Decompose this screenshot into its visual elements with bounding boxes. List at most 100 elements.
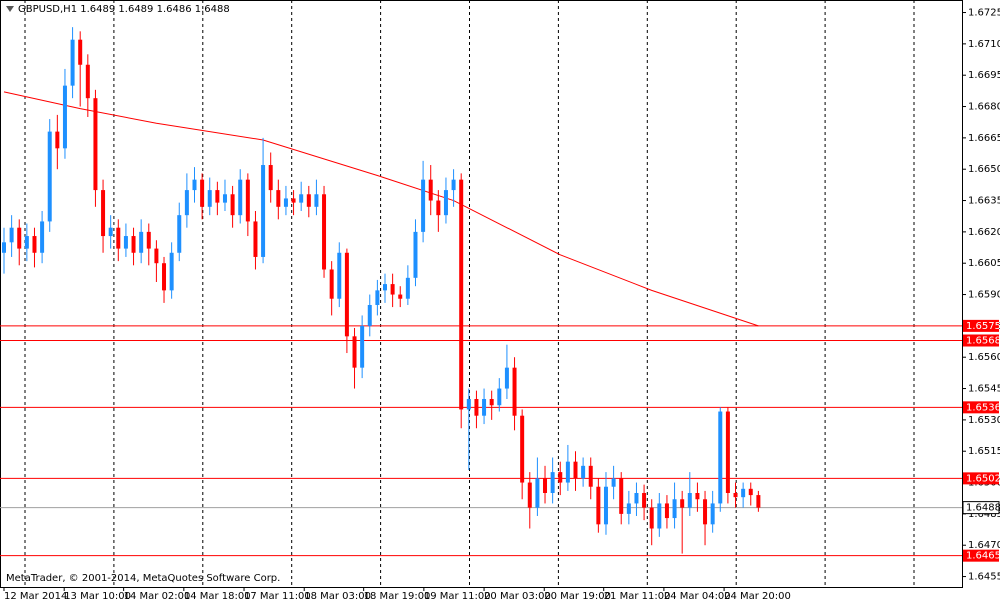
y-tick-label: 1.6590 <box>968 290 1000 301</box>
level-label-box <box>963 549 999 562</box>
candle-body <box>24 236 29 249</box>
level-label-box <box>963 319 999 332</box>
candle-body <box>108 227 113 237</box>
last-price-box <box>962 501 1000 515</box>
level-label: 1.6568 <box>966 336 1000 347</box>
candle-body <box>718 411 723 504</box>
candle-body <box>222 194 227 203</box>
x-tick-label: 14 Mar 02:00 <box>124 591 191 602</box>
candle-body <box>626 503 631 514</box>
candle-body <box>337 252 342 299</box>
y-tick-label: 1.6470 <box>968 540 1000 551</box>
y-tick-label: 1.6545 <box>968 384 1000 395</box>
y-tick-label: 1.6455 <box>968 572 1000 583</box>
candle-body <box>680 499 685 508</box>
candle-body <box>2 242 6 253</box>
x-tick-label: 18 Mar 03:00 <box>304 591 371 602</box>
candle-body <box>741 488 746 498</box>
chart-title: GBPUSD,H1 1.6489 1.6489 1.6486 1.6488 <box>18 4 230 15</box>
y-tick-label: 1.6695 <box>968 70 1000 81</box>
candle-body <box>245 179 250 222</box>
candle-body <box>162 263 167 291</box>
candle-body <box>306 194 311 207</box>
candle-body <box>352 336 357 368</box>
level-label-box <box>963 334 999 347</box>
candle-body <box>383 284 387 291</box>
moving-average <box>3 91 759 327</box>
candle-body <box>276 190 281 207</box>
candle-body <box>436 200 441 216</box>
candle-body <box>535 478 540 508</box>
candle-body <box>70 39 75 86</box>
candle-body <box>748 488 753 496</box>
candle-body <box>291 198 296 203</box>
candle-body <box>497 388 502 406</box>
candle-body <box>146 231 151 249</box>
candle-body <box>192 179 197 191</box>
candle-body <box>154 248 159 264</box>
candle-body <box>611 478 616 487</box>
candle-body <box>405 277 410 299</box>
candle-body <box>603 486 608 525</box>
candle-body <box>268 165 273 191</box>
level-label-box <box>963 401 999 414</box>
candle-body <box>550 472 555 493</box>
level-label: 1.6536 <box>966 402 1000 413</box>
candle-body <box>283 198 288 207</box>
candle-body <box>85 64 90 99</box>
candle-body <box>619 478 624 514</box>
candle-body <box>62 85 67 149</box>
x-tick-label: 20 Mar 19:00 <box>544 591 611 602</box>
candle-body <box>466 398 471 410</box>
candle-body <box>367 304 372 326</box>
candle-body <box>482 398 487 416</box>
y-tick-label: 1.6680 <box>968 102 1000 113</box>
y-tick-label: 1.6650 <box>968 164 1000 175</box>
candle-body <box>474 398 479 416</box>
candle-body <box>47 131 52 222</box>
candle-body <box>184 190 189 216</box>
candle-body <box>299 194 304 203</box>
x-tick-label: 18 Mar 19:00 <box>364 591 431 602</box>
candle-body <box>733 492 738 498</box>
candle-body <box>101 190 106 237</box>
candle-body <box>703 499 708 525</box>
y-tick-label: 1.6635 <box>968 196 1000 207</box>
candle-body <box>421 179 426 232</box>
candle-body <box>687 492 692 508</box>
candle-body <box>657 503 662 529</box>
y-tick-label: 1.6605 <box>968 258 1000 269</box>
candle-body <box>9 227 14 243</box>
candle-body <box>512 367 517 416</box>
candle-body <box>261 165 266 257</box>
y-tick-label: 1.6710 <box>968 39 1000 50</box>
y-tick-label: 1.6515 <box>968 446 1000 457</box>
x-tick-label: 21 Mar 11:00 <box>604 591 671 602</box>
candle-body <box>322 194 327 270</box>
candle-body <box>558 472 563 483</box>
x-tick-label: 17 Mar 11:00 <box>244 591 311 602</box>
level-label-box <box>963 472 999 485</box>
candle-body <box>200 179 205 207</box>
candle-body <box>642 492 647 508</box>
candle-body <box>573 461 578 479</box>
candle-body <box>428 179 433 201</box>
x-tick-label: 14 Mar 18:00 <box>184 591 251 602</box>
candle-body <box>520 415 525 483</box>
candle-body <box>177 215 182 253</box>
candle-body <box>664 503 669 519</box>
candle-body <box>207 190 212 207</box>
y-tick-label: 1.6530 <box>968 415 1000 426</box>
y-tick-label: 1.6485 <box>968 509 1000 520</box>
y-tick-label: 1.6620 <box>968 227 1000 238</box>
x-tick-label: 24 Mar 20:00 <box>724 591 791 602</box>
candle-body <box>695 492 700 500</box>
candle-body <box>489 398 494 406</box>
candle-body <box>375 290 380 305</box>
x-tick-label: 12 Mar 2014 <box>4 591 67 602</box>
x-tick-label: 20 Mar 03:00 <box>484 591 551 602</box>
y-tick-label: 1.6665 <box>968 133 1000 144</box>
candle-body <box>253 221 258 257</box>
y-tick-label: 1.6560 <box>968 352 1000 363</box>
candle-body <box>504 367 509 389</box>
